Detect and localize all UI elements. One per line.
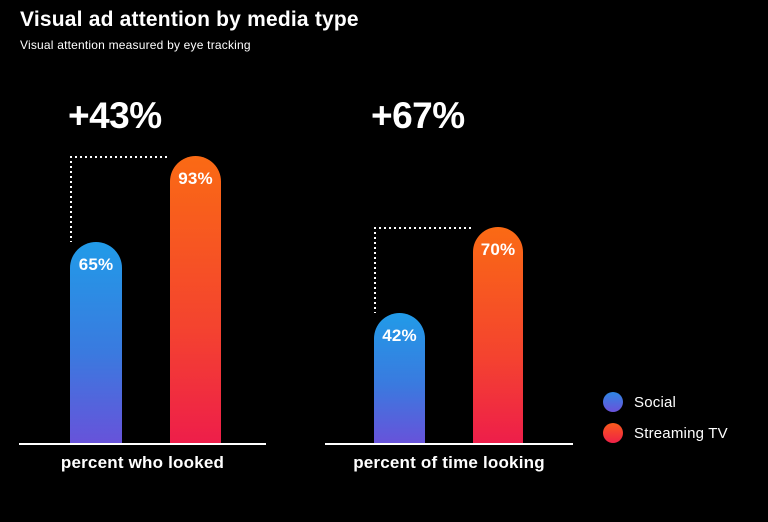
- axis-baseline-group-2: [325, 443, 573, 445]
- bar-value-label-social-1: 65%: [78, 255, 114, 274]
- legend-item-streaming-tv: Streaming TV: [603, 423, 728, 443]
- axis-label-group-2: percent of time looking: [353, 453, 545, 472]
- bar-streaming-tv-percent-who-looked: 93%: [170, 156, 221, 443]
- chart-subtitle: Visual attention measured by eye trackin…: [20, 38, 251, 52]
- axis-baseline-group-1: [19, 443, 266, 445]
- bar-social-percent-who-looked: 65%: [70, 242, 122, 443]
- bar-value-label-streaming-1: 93%: [178, 169, 213, 188]
- streaming-tv-legend-dot-icon: [603, 423, 623, 443]
- chart-title: Visual ad attention by media type: [20, 8, 359, 31]
- legend-label-social: Social: [634, 393, 677, 411]
- axis-label-group-1: percent who looked: [60, 453, 225, 472]
- pct-increase-label-group-2: +67%: [371, 95, 465, 136]
- legend-item-social: Social: [603, 392, 728, 412]
- legend: Social Streaming TV: [603, 392, 728, 443]
- bar-streaming-tv-percent-of-time-looking: 70%: [473, 227, 523, 443]
- bar-social-percent-of-time-looking: 42%: [374, 313, 425, 443]
- legend-label-streaming-tv: Streaming TV: [634, 424, 728, 442]
- difference-bracket-group-1: [70, 156, 170, 242]
- difference-bracket-group-2: [374, 227, 473, 313]
- social-legend-dot-icon: [603, 392, 623, 412]
- pct-increase-label-group-1: +43%: [68, 95, 162, 136]
- bar-value-label-streaming-2: 70%: [480, 240, 516, 259]
- bar-value-label-social-2: 42%: [382, 326, 417, 345]
